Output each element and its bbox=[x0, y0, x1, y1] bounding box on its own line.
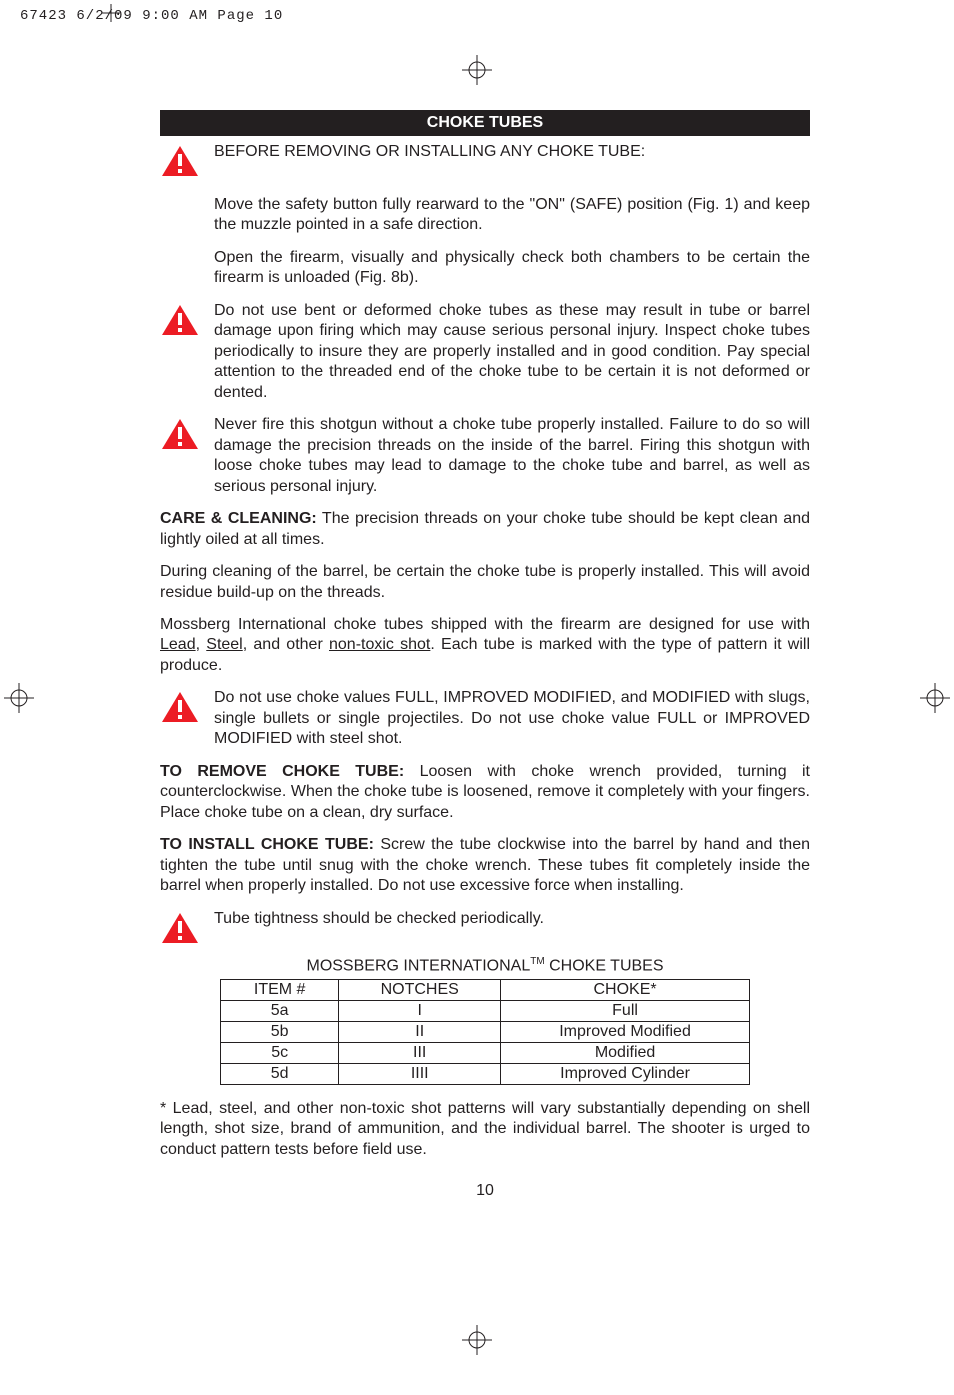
warning-block: Never fire this shotgun without a choke … bbox=[160, 415, 810, 497]
table-cell: 5c bbox=[221, 1042, 339, 1063]
table-header: ITEM # bbox=[221, 979, 339, 1000]
table-caption: MOSSBERG INTERNATIONALTM CHOKE TUBES bbox=[160, 956, 810, 975]
warning-text: Tube tightness should be checked periodi… bbox=[214, 909, 810, 929]
table-cell: IIII bbox=[339, 1063, 501, 1084]
paragraph: Mossberg International choke tubes shipp… bbox=[160, 615, 810, 676]
table-cell: 5a bbox=[221, 1000, 339, 1021]
content: CHOKE TUBES BEFORE REMOVING OR INSTALLIN… bbox=[160, 110, 810, 1200]
table-row: 5a I Full bbox=[221, 1000, 750, 1021]
table-cell: I bbox=[339, 1000, 501, 1021]
registration-mark-icon bbox=[102, 4, 120, 22]
underline: Lead bbox=[160, 636, 196, 653]
page-number: 10 bbox=[160, 1182, 810, 1200]
registration-mark-icon bbox=[920, 683, 950, 713]
text: , bbox=[196, 636, 207, 653]
table-cell: III bbox=[339, 1042, 501, 1063]
text: MOSSBERG INTERNATIONAL bbox=[306, 957, 530, 974]
table-cell: Improved Cylinder bbox=[501, 1063, 750, 1084]
table-row: ITEM # NOTCHES CHOKE* bbox=[221, 979, 750, 1000]
warning-text: Never fire this shotgun without a choke … bbox=[214, 415, 810, 497]
warning-icon bbox=[160, 690, 208, 729]
paragraph: Open the firearm, visually and physicall… bbox=[214, 248, 810, 289]
warning-block: Tube tightness should be checked periodi… bbox=[160, 909, 810, 950]
label: TO INSTALL CHOKE TUBE: bbox=[160, 836, 374, 853]
label: CARE & CLEANING: bbox=[160, 510, 317, 527]
paragraph: During cleaning of the barrel, be certai… bbox=[160, 562, 810, 603]
table-row: 5d IIII Improved Cylinder bbox=[221, 1063, 750, 1084]
trademark: TM bbox=[530, 956, 544, 967]
table-cell: II bbox=[339, 1021, 501, 1042]
table-header: NOTCHES bbox=[339, 979, 501, 1000]
registration-mark-icon bbox=[4, 683, 34, 713]
paragraph: CARE & CLEANING: The precision threads o… bbox=[160, 509, 810, 550]
table-cell: 5d bbox=[221, 1063, 339, 1084]
table-row: 5b II Improved Modified bbox=[221, 1021, 750, 1042]
paragraph: TO INSTALL CHOKE TUBE: Screw the tube cl… bbox=[160, 835, 810, 896]
table-cell: Full bbox=[501, 1000, 750, 1021]
warning-block: BEFORE REMOVING OR INSTALLING ANY CHOKE … bbox=[160, 142, 810, 183]
table-cell: Improved Modified bbox=[501, 1021, 750, 1042]
warning-block: Do not use choke values FULL, IMPROVED M… bbox=[160, 688, 810, 749]
table-cell: Modified bbox=[501, 1042, 750, 1063]
underline: Steel bbox=[206, 636, 242, 653]
footnote: * Lead, steel, and other non-toxic shot … bbox=[160, 1099, 810, 1160]
table-cell: 5b bbox=[221, 1021, 339, 1042]
text: Mossberg International choke tubes shipp… bbox=[160, 616, 810, 633]
warning-icon bbox=[160, 303, 208, 342]
print-header: 67423 6/2/09 9:00 AM Page 10 bbox=[20, 8, 283, 24]
warning-text: Do not use bent or deformed choke tubes … bbox=[214, 301, 810, 403]
page: 67423 6/2/09 9:00 AM Page 10 CHOKE TUBES… bbox=[0, 0, 954, 1395]
paragraph: TO REMOVE CHOKE TUBE: Loosen with choke … bbox=[160, 762, 810, 823]
warning-text: Do not use choke values FULL, IMPROVED M… bbox=[214, 688, 810, 749]
table-row: 5c III Modified bbox=[221, 1042, 750, 1063]
section-title: CHOKE TUBES bbox=[160, 110, 810, 136]
table-header: CHOKE* bbox=[501, 979, 750, 1000]
registration-mark-icon bbox=[462, 55, 492, 85]
text: , and other bbox=[243, 636, 329, 653]
warning-text: BEFORE REMOVING OR INSTALLING ANY CHOKE … bbox=[214, 142, 810, 162]
paragraph: Move the safety button fully rearward to… bbox=[214, 195, 810, 236]
warning-icon bbox=[160, 417, 208, 456]
warning-icon bbox=[160, 911, 208, 950]
registration-mark-icon bbox=[462, 1325, 492, 1355]
text: CHOKE TUBES bbox=[545, 957, 664, 974]
warning-block: Do not use bent or deformed choke tubes … bbox=[160, 301, 810, 403]
choke-table: ITEM # NOTCHES CHOKE* 5a I Full 5b II Im… bbox=[220, 979, 750, 1085]
warning-icon bbox=[160, 144, 208, 183]
label: TO REMOVE CHOKE TUBE: bbox=[160, 763, 404, 780]
underline: non-toxic shot bbox=[329, 636, 430, 653]
